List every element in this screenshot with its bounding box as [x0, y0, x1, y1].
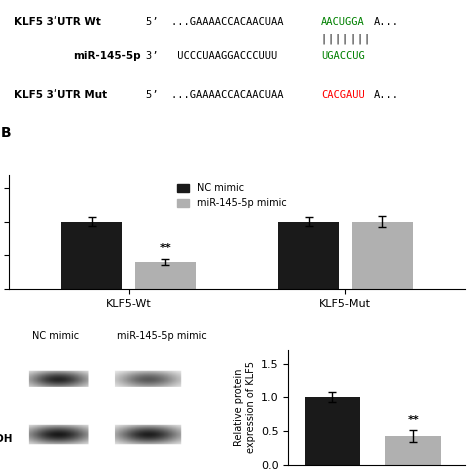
Text: **: ** — [407, 415, 419, 425]
Text: 5’  ...GAAAACCACAACUAA: 5’ ...GAAAACCACAACUAA — [146, 17, 283, 27]
Text: |: | — [356, 34, 363, 45]
Text: 3’   UCCCUAAGGACCCUUU: 3’ UCCCUAAGGACCCUUU — [146, 51, 277, 61]
Text: **: ** — [160, 243, 172, 253]
Bar — [135, 262, 196, 289]
Text: miR-145-5p mimic: miR-145-5p mimic — [117, 331, 207, 341]
Text: |: | — [327, 34, 333, 45]
Text: |: | — [320, 34, 326, 45]
Text: |: | — [335, 34, 341, 45]
Text: |: | — [349, 34, 355, 45]
Text: B: B — [0, 126, 11, 140]
Text: NC mimic: NC mimic — [32, 331, 80, 341]
Text: A...: A... — [374, 90, 399, 100]
Text: GAPDH: GAPDH — [0, 434, 13, 444]
Text: |: | — [364, 34, 370, 45]
Text: KLF5 3ʹUTR Wt: KLF5 3ʹUTR Wt — [14, 17, 101, 27]
Text: CACGAUU: CACGAUU — [321, 90, 365, 100]
Bar — [278, 222, 339, 289]
Legend: NC mimic, miR-145-5p mimic: NC mimic, miR-145-5p mimic — [173, 180, 291, 212]
Bar — [62, 222, 122, 289]
Text: |: | — [342, 34, 348, 45]
Text: 5’  ...GAAAACCACAACUAA: 5’ ...GAAAACCACAACUAA — [146, 90, 283, 100]
Text: A...: A... — [374, 17, 399, 27]
Text: miR-145-5p: miR-145-5p — [73, 51, 141, 61]
Text: AACUGGA: AACUGGA — [321, 17, 365, 27]
Bar — [352, 222, 412, 289]
Text: UGACCUG: UGACCUG — [321, 51, 365, 61]
Y-axis label: Relative protein
expression of KLF5: Relative protein expression of KLF5 — [234, 361, 255, 453]
Bar — [385, 436, 441, 465]
Bar — [305, 397, 360, 465]
Text: KLF5 3ʹUTR Mut: KLF5 3ʹUTR Mut — [14, 90, 107, 100]
